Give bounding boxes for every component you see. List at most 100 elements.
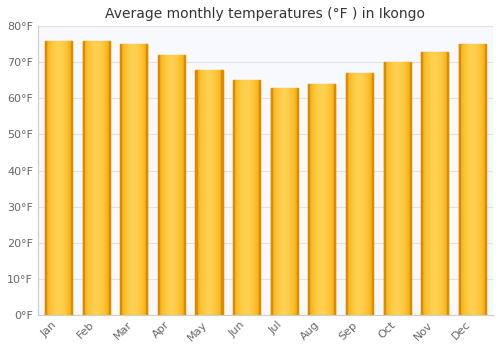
Bar <box>296 88 297 315</box>
Bar <box>310 84 311 315</box>
Bar <box>348 73 350 315</box>
Bar <box>430 51 432 315</box>
Bar <box>280 88 281 315</box>
Bar <box>123 44 124 315</box>
Bar <box>178 55 179 315</box>
Bar <box>485 44 486 315</box>
Bar <box>481 44 482 315</box>
Bar <box>483 44 484 315</box>
Bar <box>484 44 485 315</box>
Bar <box>426 51 428 315</box>
Bar <box>200 70 201 315</box>
Bar <box>311 84 312 315</box>
Bar <box>213 70 214 315</box>
Bar <box>63 41 64 315</box>
Bar <box>158 55 159 315</box>
Bar <box>221 70 222 315</box>
Bar <box>246 80 248 315</box>
Bar <box>182 55 183 315</box>
Bar <box>394 62 395 315</box>
Bar <box>82 41 84 315</box>
Bar <box>438 51 439 315</box>
Bar <box>133 44 134 315</box>
Bar <box>346 73 348 315</box>
Bar <box>462 44 463 315</box>
Bar <box>277 88 278 315</box>
Bar <box>164 55 166 315</box>
Bar <box>101 41 102 315</box>
Bar <box>175 55 176 315</box>
Bar <box>401 62 402 315</box>
Bar <box>485 44 486 315</box>
Bar <box>324 84 326 315</box>
Bar <box>62 41 63 315</box>
Bar <box>137 44 138 315</box>
Bar <box>372 73 373 315</box>
Bar <box>461 44 462 315</box>
Bar <box>398 62 399 315</box>
Bar <box>434 51 436 315</box>
Bar <box>432 51 434 315</box>
Bar <box>388 62 389 315</box>
Bar <box>259 80 260 315</box>
Bar <box>235 80 236 315</box>
Bar <box>64 41 66 315</box>
Bar <box>237 80 238 315</box>
Bar <box>320 84 321 315</box>
Bar <box>146 44 148 315</box>
Bar <box>142 44 143 315</box>
Bar <box>218 70 219 315</box>
Bar <box>180 55 181 315</box>
Bar <box>469 44 470 315</box>
Bar <box>459 44 460 315</box>
Bar <box>239 80 240 315</box>
Bar <box>295 88 296 315</box>
Bar <box>359 73 360 315</box>
Bar <box>211 70 212 315</box>
Bar <box>423 51 424 315</box>
Bar <box>478 44 479 315</box>
Bar <box>366 73 367 315</box>
Bar <box>128 44 129 315</box>
Bar <box>107 41 108 315</box>
Bar <box>358 73 359 315</box>
Bar <box>364 73 365 315</box>
Bar <box>105 41 106 315</box>
Bar <box>86 41 88 315</box>
Bar <box>120 44 122 315</box>
Bar <box>179 55 180 315</box>
Bar <box>241 80 242 315</box>
Bar <box>217 70 218 315</box>
Bar <box>238 80 239 315</box>
Bar <box>421 51 422 315</box>
Bar <box>334 84 336 315</box>
Bar <box>356 73 357 315</box>
Bar <box>282 88 283 315</box>
Bar <box>172 55 174 315</box>
Bar <box>196 70 197 315</box>
Bar <box>233 80 234 315</box>
Bar <box>58 41 59 315</box>
Bar <box>447 51 448 315</box>
Bar <box>61 41 62 315</box>
Bar <box>143 44 144 315</box>
Bar <box>234 80 235 315</box>
Bar <box>45 41 46 315</box>
Bar <box>49 41 50 315</box>
Bar <box>346 73 347 315</box>
Bar <box>365 73 366 315</box>
Bar <box>463 44 464 315</box>
Bar <box>210 70 211 315</box>
Bar <box>206 70 207 315</box>
Bar <box>288 88 289 315</box>
Bar <box>120 44 121 315</box>
Bar <box>129 44 130 315</box>
Bar <box>447 51 448 315</box>
Bar <box>354 73 356 315</box>
Bar <box>258 80 259 315</box>
Bar <box>361 73 362 315</box>
Bar <box>321 84 322 315</box>
Bar <box>470 44 471 315</box>
Bar <box>184 55 185 315</box>
Bar <box>51 41 52 315</box>
